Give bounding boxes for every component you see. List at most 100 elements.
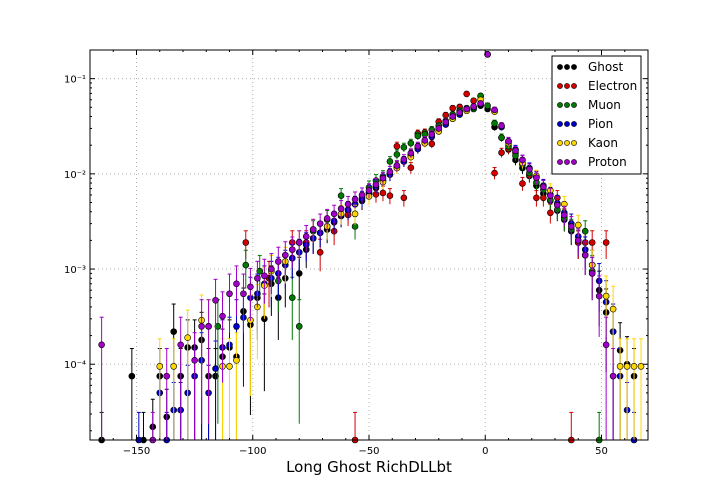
data-point bbox=[254, 274, 261, 282]
data-point bbox=[177, 341, 184, 349]
legend-marker bbox=[571, 83, 577, 89]
data-point bbox=[302, 233, 310, 240]
data-point bbox=[309, 226, 317, 233]
data-point bbox=[602, 341, 610, 349]
legend-marker bbox=[557, 140, 563, 146]
data-point bbox=[400, 156, 408, 163]
data-point bbox=[567, 223, 575, 230]
data-point bbox=[205, 323, 212, 330]
data-point bbox=[233, 356, 240, 364]
data-point bbox=[560, 211, 568, 219]
data-point bbox=[421, 137, 429, 144]
legend-label: Pion bbox=[588, 117, 613, 131]
axis-ticks: −150 −100 −50 0 50 10⁻⁴ 10⁻³ 10⁻² 10⁻¹ bbox=[64, 49, 649, 457]
data-point bbox=[609, 372, 617, 380]
data-point bbox=[295, 239, 303, 246]
data-point bbox=[288, 246, 296, 253]
data-point bbox=[247, 283, 254, 291]
legend-marker bbox=[571, 140, 577, 146]
data-point bbox=[212, 365, 219, 372]
data-point bbox=[358, 191, 366, 199]
y-tick-label: 10⁻³ bbox=[64, 265, 86, 276]
data-point bbox=[261, 272, 268, 280]
legend-marker bbox=[557, 64, 563, 70]
data-point bbox=[554, 201, 561, 209]
data-point bbox=[491, 169, 498, 177]
legend-marker bbox=[564, 102, 570, 108]
legend-label: Muon bbox=[588, 98, 621, 112]
data-point bbox=[442, 118, 450, 126]
data-point bbox=[428, 131, 436, 138]
data-point bbox=[240, 290, 247, 298]
data-point bbox=[226, 290, 233, 298]
data-point bbox=[268, 265, 275, 273]
legend-marker bbox=[571, 121, 577, 127]
data-point bbox=[602, 292, 610, 300]
data-point bbox=[512, 147, 519, 155]
data-point bbox=[288, 294, 296, 301]
x-tick-label: 50 bbox=[595, 446, 608, 457]
data-point bbox=[351, 196, 359, 203]
data-point bbox=[498, 134, 505, 141]
data-point bbox=[470, 103, 477, 110]
data-point bbox=[547, 209, 554, 217]
legend: Ghost Electron Muon Pion Kaon Proton bbox=[551, 55, 642, 175]
data-point bbox=[351, 210, 359, 218]
data-point bbox=[128, 372, 136, 380]
data-point bbox=[414, 142, 422, 150]
data-point bbox=[491, 119, 498, 127]
data-point bbox=[407, 164, 415, 172]
legend-marker bbox=[557, 159, 563, 165]
data-point bbox=[463, 90, 470, 98]
data-point bbox=[407, 139, 415, 147]
legend-marker bbox=[564, 140, 570, 146]
data-point bbox=[442, 111, 450, 119]
legend-marker bbox=[571, 102, 577, 108]
data-point bbox=[519, 156, 526, 164]
data-point bbox=[386, 158, 394, 165]
data-point bbox=[393, 162, 401, 169]
data-point bbox=[526, 165, 533, 173]
data-point bbox=[379, 189, 387, 197]
data-point bbox=[533, 194, 540, 202]
data-point bbox=[449, 113, 457, 120]
data-point bbox=[574, 221, 582, 229]
data-point bbox=[98, 341, 105, 349]
data-point bbox=[212, 296, 219, 304]
data-point bbox=[498, 149, 505, 156]
data-point bbox=[295, 323, 303, 330]
data-point bbox=[581, 251, 589, 259]
x-tick-label: −150 bbox=[123, 446, 150, 457]
data-point bbox=[163, 372, 171, 380]
legend-marker bbox=[564, 83, 570, 89]
data-point bbox=[588, 239, 596, 246]
data-point bbox=[477, 100, 484, 107]
data-point bbox=[435, 125, 443, 132]
data-point bbox=[379, 174, 387, 182]
data-point bbox=[170, 328, 177, 335]
data-point bbox=[365, 187, 373, 194]
data-point bbox=[393, 142, 401, 150]
data-point bbox=[547, 192, 554, 199]
data-point bbox=[581, 227, 589, 235]
legend-marker bbox=[564, 64, 570, 70]
data-point bbox=[574, 237, 582, 244]
data-point bbox=[602, 239, 610, 246]
data-point bbox=[400, 144, 408, 151]
x-tick-label: −100 bbox=[239, 446, 266, 457]
data-point bbox=[498, 122, 505, 130]
data-point bbox=[491, 106, 498, 114]
data-point bbox=[191, 356, 198, 364]
legend-marker bbox=[564, 159, 570, 165]
data-point bbox=[616, 363, 624, 370]
y-tick-label: 10⁻² bbox=[64, 170, 86, 181]
legend-marker bbox=[571, 159, 577, 165]
data-point bbox=[540, 183, 547, 191]
data-series bbox=[98, 51, 645, 444]
data-point bbox=[456, 109, 463, 116]
x-tick-label: −50 bbox=[358, 446, 379, 457]
data-point bbox=[637, 363, 645, 370]
data-point bbox=[242, 261, 250, 269]
y-tick-label: 10⁻⁴ bbox=[64, 360, 86, 371]
legend-marker bbox=[557, 121, 563, 127]
